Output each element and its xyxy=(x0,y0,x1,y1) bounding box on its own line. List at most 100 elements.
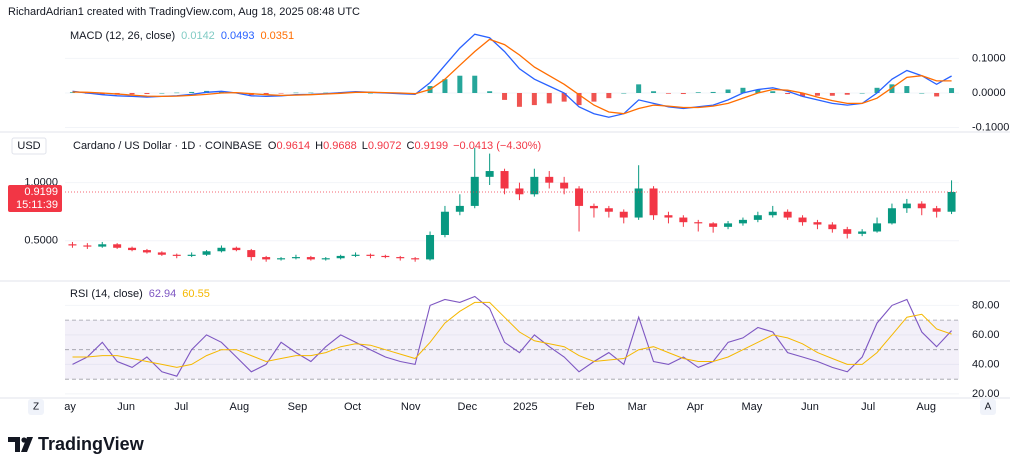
candle-body xyxy=(694,222,703,224)
last-price-label: 0.9199 xyxy=(24,186,58,198)
histogram-bar xyxy=(621,92,627,94)
x-tick-label: Feb xyxy=(576,401,595,413)
legend-value: 60.55 xyxy=(182,288,210,300)
axis-button[interactable] xyxy=(28,399,44,415)
candle-body xyxy=(83,245,92,247)
y-tick-label: 0.1000 xyxy=(972,52,1006,64)
histogram-bar xyxy=(934,92,940,97)
series-line xyxy=(72,33,952,118)
candle-body xyxy=(157,252,166,255)
candle-body xyxy=(634,188,643,218)
candle-body xyxy=(68,244,77,246)
candle-body xyxy=(947,191,956,212)
histogram-bar xyxy=(99,92,105,95)
candle-body xyxy=(843,229,852,234)
candle-body xyxy=(217,247,226,252)
legend-value: 0.0493 xyxy=(221,30,255,42)
currency-label: USD xyxy=(17,140,40,152)
histogram-bar xyxy=(278,92,284,94)
y-tick-label: 0.5000 xyxy=(24,235,58,247)
indicator-title: RSI (14, close) xyxy=(70,288,143,300)
candle-body xyxy=(560,182,569,189)
y-tick-label: 20.00 xyxy=(972,388,1000,400)
y-tick-label: 80.00 xyxy=(972,299,1000,311)
x-tick-label: Apr xyxy=(687,401,704,413)
candle-body xyxy=(515,188,524,195)
quote-value: 0.9614 xyxy=(276,140,310,152)
histogram-bar xyxy=(651,91,657,93)
candle-body xyxy=(738,219,747,224)
quote-label: L xyxy=(362,140,368,152)
histogram-bar xyxy=(665,92,671,94)
candle-body xyxy=(291,257,300,259)
candle-body xyxy=(172,254,181,256)
legend-value: 0.0351 xyxy=(260,30,294,42)
histogram-bar xyxy=(263,92,269,95)
quote-value: 0.9072 xyxy=(368,140,402,152)
histogram-bar xyxy=(367,92,373,94)
quote-change: −0.0413 (−4.30%) xyxy=(453,140,541,152)
histogram-bar xyxy=(800,92,806,97)
axis-button[interactable] xyxy=(980,399,996,415)
pane-legend: RSI (14, close) 62.94 60.55 xyxy=(70,288,210,300)
histogram-bar xyxy=(695,92,701,93)
histogram-bar xyxy=(159,92,165,94)
x-tick-label: May xyxy=(741,401,762,413)
x-tick-label: Aug xyxy=(916,401,936,413)
x-tick-label: Oct xyxy=(344,401,361,413)
histogram-bar xyxy=(755,89,761,93)
histogram-bar xyxy=(189,91,195,93)
candle-body xyxy=(664,215,673,218)
candle-body xyxy=(142,250,151,253)
candle-body xyxy=(873,223,882,232)
histogram-bar xyxy=(904,86,910,93)
candle-body xyxy=(485,171,494,177)
quote-value: 0.9688 xyxy=(323,140,357,152)
pane-legend: MACD (12, 26, close) 0.0142 0.0493 0.0351 xyxy=(70,30,294,42)
candle-body xyxy=(783,211,792,218)
y-tick-label: -0.1000 xyxy=(972,121,1009,133)
histogram-bar xyxy=(949,88,955,93)
pane: 0.1000 0.0000 -0.1000 MACD (12, 26, close) 0… xyxy=(65,30,1009,133)
histogram-bar xyxy=(636,84,642,93)
axis-button-label[interactable]: A xyxy=(985,402,992,413)
last-price-box xyxy=(8,184,62,212)
axis-button-label[interactable]: Z xyxy=(33,402,39,413)
histogram-bar xyxy=(144,92,150,95)
candle-body xyxy=(277,258,286,260)
candle-body xyxy=(500,171,509,189)
histogram-bar xyxy=(502,92,508,100)
candle-body xyxy=(828,224,837,230)
logo-shape xyxy=(8,437,20,452)
candle-body xyxy=(321,258,330,260)
indicator-title: MACD (12, 26, close) xyxy=(70,30,175,42)
candle-body xyxy=(709,223,718,227)
histogram-bar xyxy=(308,92,314,94)
candle-body xyxy=(336,255,345,259)
histogram-bar xyxy=(710,91,716,93)
x-tick-label: Jun xyxy=(117,401,135,413)
candle-body xyxy=(247,250,256,258)
histogram-bar xyxy=(487,91,493,93)
histogram-bar xyxy=(874,87,880,93)
candle-body xyxy=(381,255,390,258)
logo-shape xyxy=(21,437,33,452)
histogram-bar xyxy=(919,92,925,94)
histogram-bar xyxy=(546,92,552,104)
candle-body xyxy=(932,208,941,212)
candle-body xyxy=(589,205,598,209)
quote-value: 0.9199 xyxy=(414,140,448,152)
candle-body xyxy=(202,251,211,255)
histogram-bar xyxy=(606,92,612,99)
histogram-bar xyxy=(829,92,835,96)
pane: 80.00 60.00 40.00 20.00 ay Jun Jul Aug Sep Oct Nov… xyxy=(64,288,999,413)
candle-body xyxy=(768,211,777,216)
candle-body xyxy=(306,257,315,260)
series-line xyxy=(72,295,953,377)
candle-body xyxy=(545,176,554,183)
candle-body xyxy=(262,257,271,260)
pane-legend: Cardano / US Dollar · 1D · COINBASE O0.96… xyxy=(73,140,541,152)
